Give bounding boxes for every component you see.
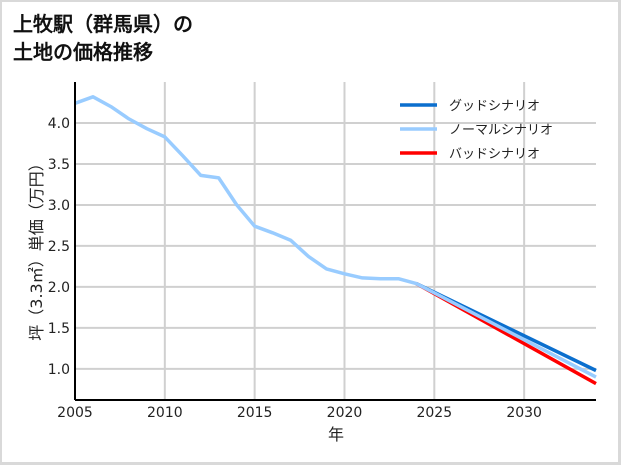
tick-labels: 2005 2010 2015 2020 2025 2030 1.0 1.5 2.0 2.5 3.0 3… [48,116,542,421]
legend-label: ノーマルシナリオ [449,123,553,138]
series-line [74,95,597,379]
legend-label: バッドシナリオ [449,147,540,162]
x-tick-label: 2010 [147,405,183,421]
x-tick-label: 2030 [506,405,542,421]
y-tick-label: 1.5 [48,321,70,337]
y-tick-label: 2.5 [48,239,70,255]
y-tick-label: 3.0 [48,198,70,214]
y-tick-label: 3.5 [48,157,70,173]
x-tick-label: 2015 [237,405,273,421]
legend-label: グッドシナリオ [449,99,540,114]
y-axis-label: 坪（3.3㎡）単価（万円） [27,155,46,340]
chart-title: 上牧駅（群馬県）の 土地の価格推移 [13,12,193,64]
x-tick-label: 2025 [416,405,452,421]
x-tick-label: 2020 [327,405,363,421]
y-tick-label: 2.0 [48,280,70,296]
axes [74,82,596,401]
data-series [74,95,597,386]
x-axis-label: 年 [328,425,344,444]
x-tick-label: 2005 [57,405,93,421]
y-tick-label: 4.0 [48,116,70,132]
y-tick-label: 1.0 [48,362,70,378]
